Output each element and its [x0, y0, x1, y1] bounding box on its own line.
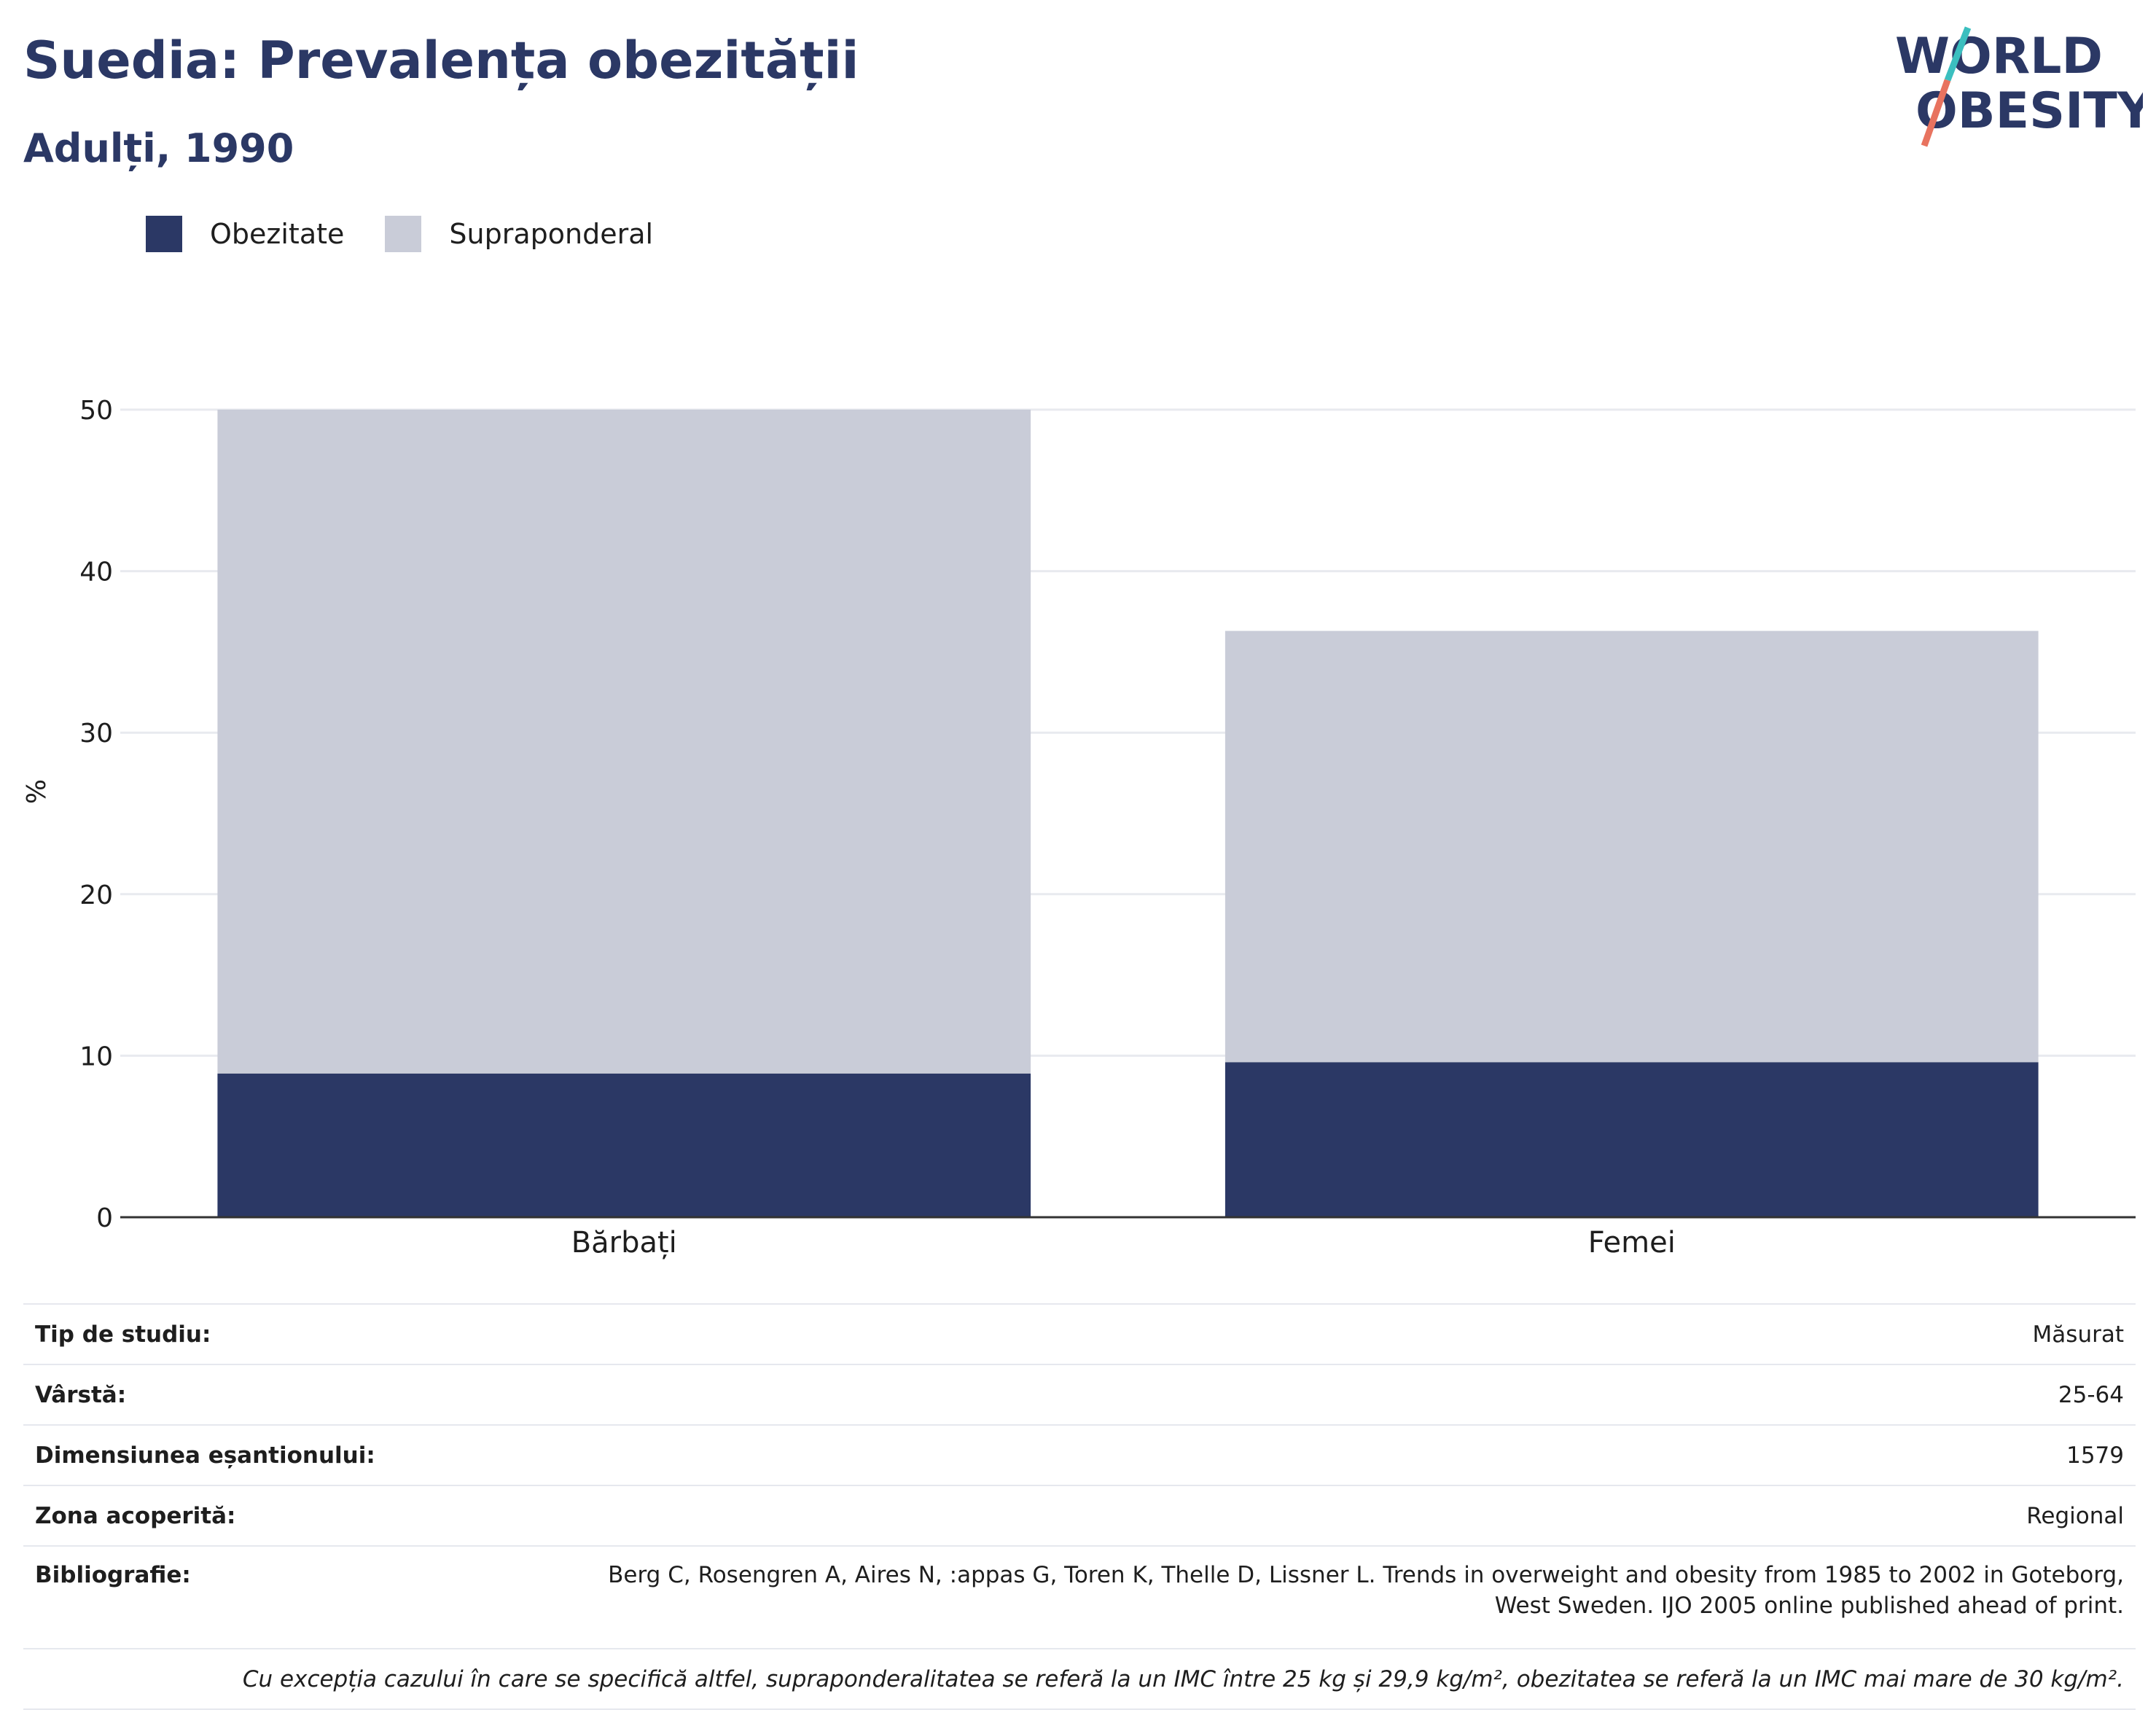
logo-word-line1: WORLD	[1895, 28, 2103, 85]
info-key-coverage: Zona acoperită:	[23, 1485, 484, 1546]
info-row-note: Cu excepția cazului în care se specifică…	[23, 1648, 2136, 1710]
world-obesity-logo: WORLD OBESITY	[1895, 26, 2143, 147]
info-value-age: 25-64	[484, 1364, 2136, 1425]
y-tick-label: 30	[79, 719, 113, 749]
y-tick-label: 0	[96, 1203, 113, 1233]
legend-label-obezitate: Obezitate	[210, 218, 345, 250]
study-info-table: Tip de studiu: Măsurat Vârstă: 25-64 Dim…	[23, 1303, 2136, 1710]
legend-item-obezitate[interactable]: Obezitate	[146, 216, 344, 252]
legend-swatch-obezitate	[146, 216, 182, 252]
x-category-label: Bărbați	[571, 1226, 677, 1260]
bar-supraponderal-2[interactable]	[1225, 630, 2039, 1063]
info-value-sample-size: 1579	[484, 1424, 2136, 1485]
info-key-bibliography: Bibliografie:	[23, 1545, 484, 1649]
logo-slash-teal	[1944, 26, 1972, 82]
bibliography-line-2: West Sweden. IJO 2005 online published a…	[1494, 1593, 2124, 1619]
y-tick-label: 50	[79, 396, 113, 426]
y-axis-ticks: 0 10 20 30 40 50	[79, 396, 113, 1233]
chart-legend: Obezitate Supraponderal	[146, 216, 694, 252]
page-title: Suedia: Prevalența obezității	[23, 31, 859, 90]
info-row-coverage: Zona acoperită: Regional	[23, 1485, 2136, 1546]
info-value-coverage: Regional	[484, 1485, 2136, 1546]
info-row-age: Vârstă: 25-64	[23, 1364, 2136, 1425]
x-category-label: Femei	[1588, 1226, 1676, 1260]
bar-obezitate-1[interactable]	[217, 1073, 1031, 1217]
info-value-bibliography: Berg C, Rosengren A, Aires N, :appas G, …	[484, 1545, 2136, 1649]
bibliography-line-1: Berg C, Rosengren A, Aires N, :appas G, …	[608, 1562, 2124, 1588]
y-axis-title: %	[22, 779, 52, 804]
info-row-study-type: Tip de studiu: Măsurat	[23, 1303, 2136, 1364]
y-tick-label: 40	[79, 558, 113, 587]
x-axis-categories: Bărbați Femei	[571, 1226, 1676, 1260]
logo-slash-coral	[1921, 79, 1951, 147]
info-key-sample-size: Dimensiunea eșantionului:	[23, 1424, 484, 1485]
info-key-study-type: Tip de studiu:	[23, 1303, 484, 1364]
legend-label-supraponderal: Supraponderal	[449, 218, 654, 250]
chart-bars	[217, 410, 2039, 1217]
stacked-bar-chart: 0 10 20 30 40 50 Bărbați Femei %	[22, 396, 2136, 1260]
logo-word-line2: OBESITY	[1915, 82, 2143, 140]
y-tick-label: 20	[79, 880, 113, 910]
info-row-sample-size: Dimensiunea eșantionului: 1579	[23, 1424, 2136, 1485]
y-tick-label: 10	[79, 1042, 113, 1071]
bar-supraponderal-1[interactable]	[217, 410, 1031, 1074]
info-row-bibliography: Bibliografie: Berg C, Rosengren A, Aires…	[23, 1545, 2136, 1649]
legend-item-supraponderal[interactable]: Supraponderal	[385, 216, 653, 252]
page-subtitle: Adulți, 1990	[23, 125, 294, 171]
info-key-age: Vârstă:	[23, 1364, 484, 1425]
bar-obezitate-2[interactable]	[1225, 1062, 2039, 1217]
legend-swatch-supraponderal	[385, 216, 422, 252]
info-value-study-type: Măsurat	[484, 1303, 2136, 1364]
definition-note: Cu excepția cazului în care se specifică…	[23, 1648, 2136, 1710]
